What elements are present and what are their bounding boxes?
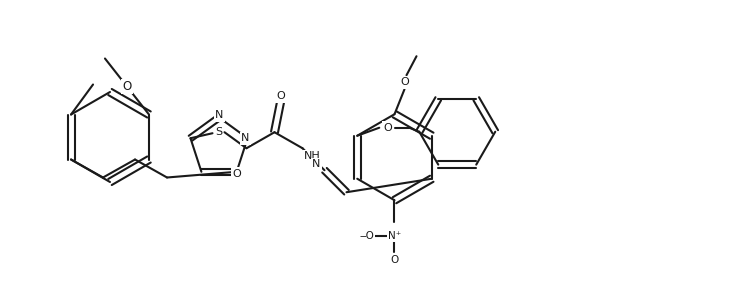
Text: O: O	[390, 255, 398, 265]
Text: N: N	[241, 133, 249, 143]
Text: NH: NH	[304, 151, 321, 161]
Text: N⁺: N⁺	[388, 231, 401, 241]
Text: S: S	[215, 127, 222, 137]
Text: O: O	[122, 80, 132, 93]
Text: N: N	[312, 159, 321, 169]
Text: O: O	[276, 91, 285, 101]
Text: O: O	[232, 169, 241, 179]
Text: N: N	[215, 111, 223, 121]
Text: ‒O: ‒O	[359, 231, 374, 241]
Text: O: O	[383, 123, 392, 133]
Text: O: O	[400, 77, 409, 87]
